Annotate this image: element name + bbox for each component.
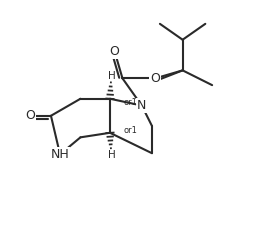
Text: O: O [26, 109, 36, 122]
Text: H: H [108, 71, 116, 81]
Text: or1: or1 [124, 98, 137, 107]
Text: or1: or1 [124, 126, 137, 135]
Text: O: O [109, 44, 119, 58]
Text: H: H [108, 150, 116, 160]
Text: NH: NH [51, 148, 69, 161]
Text: N: N [137, 99, 147, 112]
Text: O: O [150, 72, 160, 85]
